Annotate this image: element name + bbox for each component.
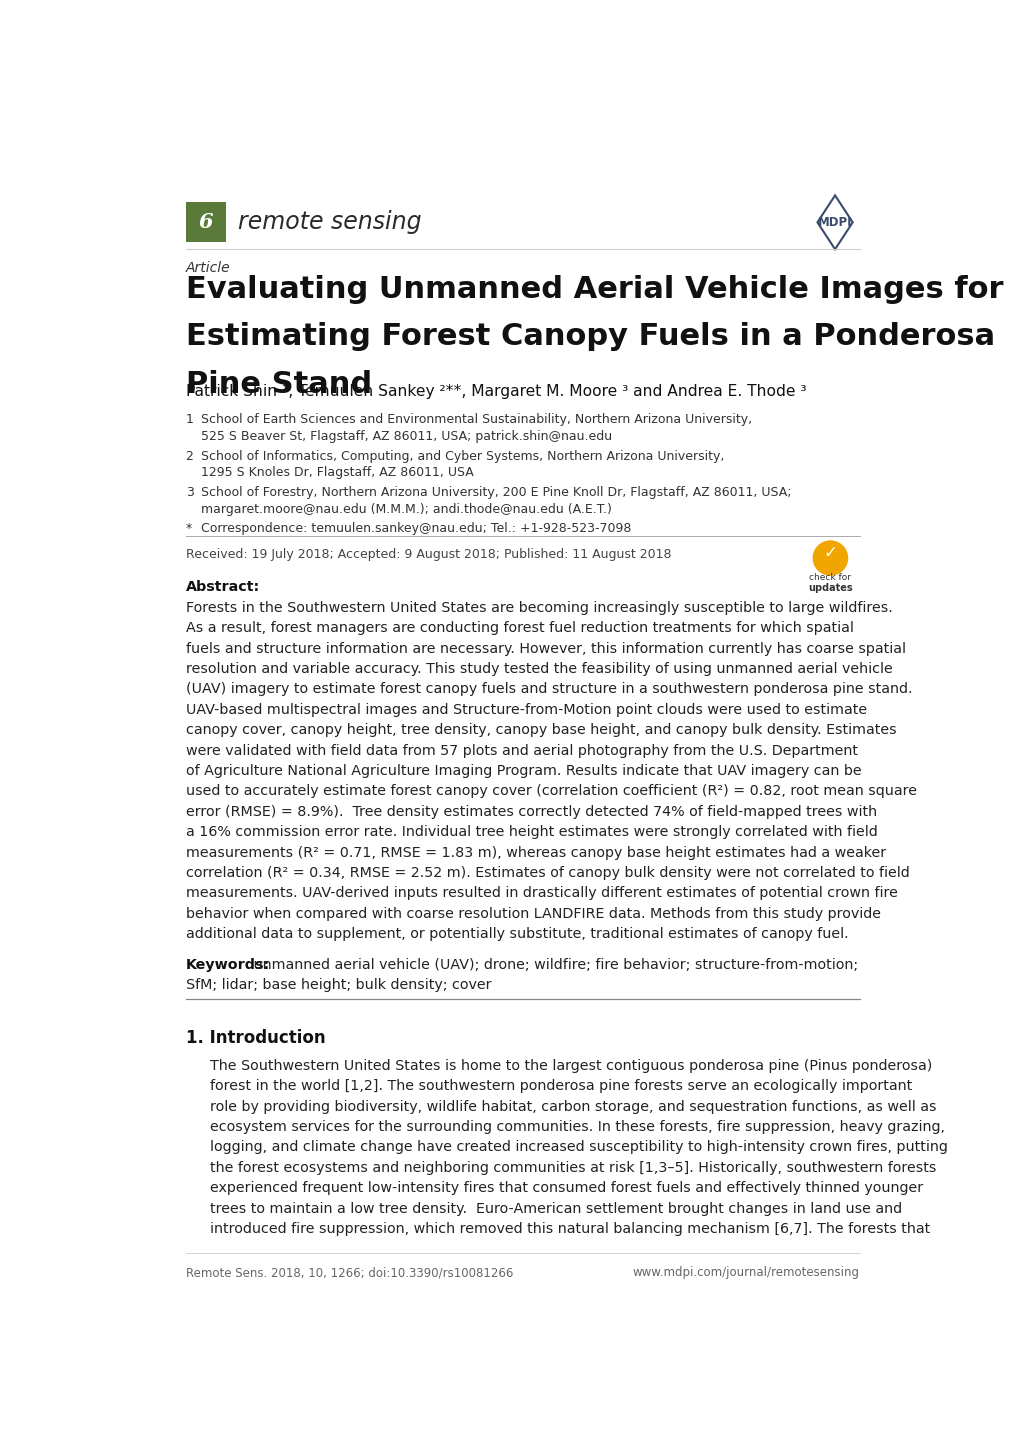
Text: ✓: ✓ [822, 544, 837, 561]
Text: updates: updates [807, 584, 852, 594]
Text: 3: 3 [185, 486, 194, 499]
Text: Article: Article [185, 261, 230, 275]
Text: ecosystem services for the surrounding communities. In these forests, fire suppr: ecosystem services for the surrounding c… [210, 1120, 945, 1133]
Text: logging, and climate change have created increased susceptibility to high-intens: logging, and climate change have created… [210, 1141, 948, 1155]
Text: 1: 1 [185, 414, 194, 427]
Text: canopy cover, canopy height, tree density, canopy base height, and canopy bulk d: canopy cover, canopy height, tree densit… [185, 724, 896, 737]
Text: trees to maintain a low tree density.  Euro-American settlement brought changes : trees to maintain a low tree density. Eu… [210, 1201, 902, 1216]
Text: of Agriculture National Agriculture Imaging Program. Results indicate that UAV i: of Agriculture National Agriculture Imag… [185, 764, 860, 779]
Text: 1295 S Knoles Dr, Flagstaff, AZ 86011, USA: 1295 S Knoles Dr, Flagstaff, AZ 86011, U… [201, 466, 474, 479]
Text: Forests in the Southwestern United States are becoming increasingly susceptible : Forests in the Southwestern United State… [185, 601, 892, 614]
FancyBboxPatch shape [185, 202, 225, 242]
Text: Evaluating Unmanned Aerial Vehicle Images for: Evaluating Unmanned Aerial Vehicle Image… [185, 274, 1002, 304]
Text: a 16% commission error rate. Individual tree height estimates were strongly corr: a 16% commission error rate. Individual … [185, 825, 876, 839]
Text: margaret.moore@nau.edu (M.M.M.); andi.thode@nau.edu (A.E.T.): margaret.moore@nau.edu (M.M.M.); andi.th… [201, 503, 611, 516]
Text: *: * [185, 522, 192, 535]
Text: were validated with field data from 57 plots and aerial photography from the U.S: were validated with field data from 57 p… [185, 744, 857, 757]
Text: remote sensing: remote sensing [237, 211, 421, 234]
Text: School of Informatics, Computing, and Cyber Systems, Northern Arizona University: School of Informatics, Computing, and Cy… [201, 450, 723, 463]
Text: the forest ecosystems and neighboring communities at risk [1,3–5]. Historically,: the forest ecosystems and neighboring co… [210, 1161, 935, 1175]
Text: resolution and variable accuracy. This study tested the feasibility of using unm: resolution and variable accuracy. This s… [185, 662, 892, 676]
Text: additional data to supplement, or potentially substitute, traditional estimates : additional data to supplement, or potent… [185, 927, 848, 942]
Text: Correspondence: temuulen.sankey@nau.edu; Tel.: +1-928-523-7098: Correspondence: temuulen.sankey@nau.edu;… [201, 522, 631, 535]
Text: SfM; lidar; base height; bulk density; cover: SfM; lidar; base height; bulk density; c… [185, 978, 490, 992]
Text: check for: check for [809, 572, 851, 581]
Text: 6: 6 [199, 212, 213, 232]
Text: Abstract:: Abstract: [185, 580, 260, 594]
Text: measurements (R² = 0.71, RMSE = 1.83 m), whereas canopy base height estimates ha: measurements (R² = 0.71, RMSE = 1.83 m),… [185, 845, 884, 859]
Text: 2: 2 [185, 450, 194, 463]
Text: (UAV) imagery to estimate forest canopy fuels and structure in a southwestern po: (UAV) imagery to estimate forest canopy … [185, 682, 911, 696]
Text: Remote Sens. 2018, 10, 1266; doi:10.3390/rs10081266: Remote Sens. 2018, 10, 1266; doi:10.3390… [185, 1266, 513, 1279]
Text: experienced frequent low-intensity fires that consumed forest fuels and effectiv: experienced frequent low-intensity fires… [210, 1181, 922, 1195]
Text: School of Earth Sciences and Environmental Sustainability, Northern Arizona Univ: School of Earth Sciences and Environment… [201, 414, 752, 427]
Text: Received: 19 July 2018; Accepted: 9 August 2018; Published: 11 August 2018: Received: 19 July 2018; Accepted: 9 Augu… [185, 548, 671, 561]
Text: Estimating Forest Canopy Fuels in a Ponderosa: Estimating Forest Canopy Fuels in a Pond… [185, 323, 994, 352]
Text: used to accurately estimate forest canopy cover (correlation coefficient (R²) = : used to accurately estimate forest canop… [185, 784, 916, 799]
Text: School of Forestry, Northern Arizona University, 200 E Pine Knoll Dr, Flagstaff,: School of Forestry, Northern Arizona Uni… [201, 486, 791, 499]
Text: The Southwestern United States is home to the largest contiguous ponderosa pine : The Southwestern United States is home t… [210, 1058, 932, 1073]
Text: behavior when compared with coarse resolution LANDFIRE data. Methods from this s: behavior when compared with coarse resol… [185, 907, 879, 921]
Text: role by providing biodiversity, wildlife habitat, carbon storage, and sequestrat: role by providing biodiversity, wildlife… [210, 1100, 936, 1113]
Text: unmanned aerial vehicle (UAV); drone; wildfire; fire behavior; structure-from-mo: unmanned aerial vehicle (UAV); drone; wi… [249, 957, 857, 972]
Text: As a result, forest managers are conducting forest fuel reduction treatments for: As a result, forest managers are conduct… [185, 622, 853, 634]
Text: UAV-based multispectral images and Structure-from-Motion point clouds were used : UAV-based multispectral images and Struc… [185, 702, 866, 717]
Text: Pine Stand: Pine Stand [185, 371, 371, 399]
Text: MDPI: MDPI [817, 216, 852, 229]
Text: Keywords:: Keywords: [185, 957, 270, 972]
Text: www.mdpi.com/journal/remotesensing: www.mdpi.com/journal/remotesensing [632, 1266, 859, 1279]
Text: Patrick Shin ¹, Temuulen Sankey ²**, Margaret M. Moore ³ and Andrea E. Thode ³: Patrick Shin ¹, Temuulen Sankey ²**, Mar… [185, 384, 805, 399]
Text: 525 S Beaver St, Flagstaff, AZ 86011, USA; patrick.shin@nau.edu: 525 S Beaver St, Flagstaff, AZ 86011, US… [201, 430, 611, 443]
Text: introduced fire suppression, which removed this natural balancing mechanism [6,7: introduced fire suppression, which remov… [210, 1221, 929, 1236]
Text: correlation (R² = 0.34, RMSE = 2.52 m). Estimates of canopy bulk density were no: correlation (R² = 0.34, RMSE = 2.52 m). … [185, 867, 909, 880]
Text: fuels and structure information are necessary. However, this information current: fuels and structure information are nece… [185, 642, 905, 656]
Text: error (RMSE) = 8.9%).  Tree density estimates correctly detected 74% of field-ma: error (RMSE) = 8.9%). Tree density estim… [185, 805, 876, 819]
Text: forest in the world [1,2]. The southwestern ponderosa pine forests serve an ecol: forest in the world [1,2]. The southwest… [210, 1079, 912, 1093]
Circle shape [812, 541, 848, 575]
Polygon shape [816, 195, 852, 249]
Text: measurements. UAV-derived inputs resulted in drastically different estimates of : measurements. UAV-derived inputs resulte… [185, 887, 897, 900]
Text: 1. Introduction: 1. Introduction [185, 1030, 325, 1047]
